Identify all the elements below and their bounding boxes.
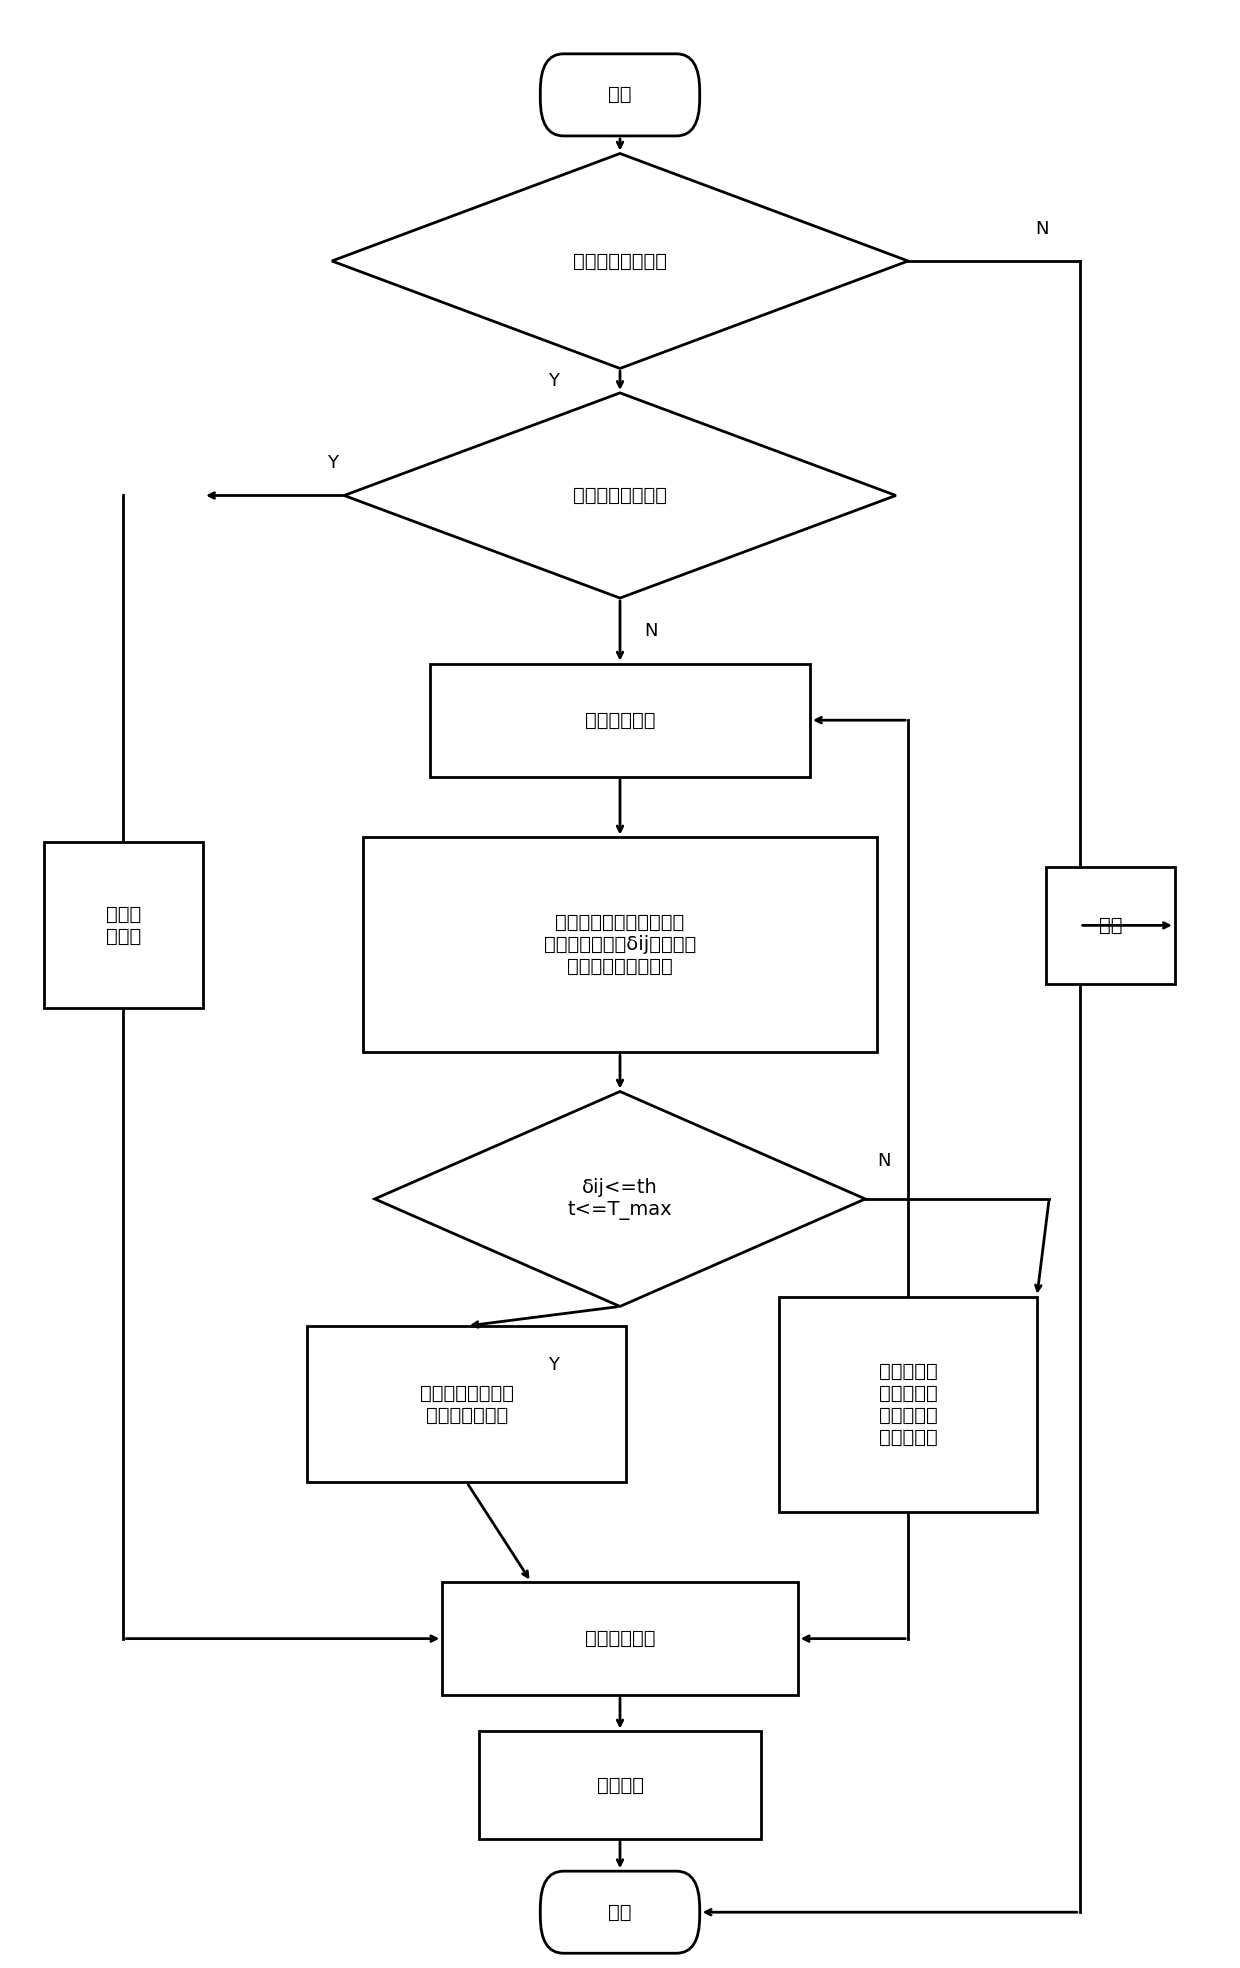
Text: 传感器是否有能量: 传感器是否有能量	[573, 252, 667, 270]
Text: N: N	[1035, 220, 1049, 238]
Text: 标记为冒余数据，
存入临时数据集: 标记为冒余数据， 存入临时数据集	[419, 1384, 513, 1425]
Text: 标记为非冒余: 标记为非冒余	[585, 1630, 655, 1647]
Text: 死亡: 死亡	[1099, 915, 1122, 935]
FancyBboxPatch shape	[541, 53, 699, 136]
Text: Y: Y	[548, 372, 559, 390]
FancyBboxPatch shape	[780, 1297, 1037, 1511]
FancyBboxPatch shape	[430, 663, 810, 777]
Polygon shape	[332, 154, 908, 368]
FancyBboxPatch shape	[443, 1582, 797, 1694]
FancyBboxPatch shape	[479, 1732, 761, 1838]
FancyBboxPatch shape	[43, 842, 203, 1008]
FancyBboxPatch shape	[362, 838, 878, 1053]
FancyBboxPatch shape	[308, 1326, 626, 1482]
Text: 进行发送: 进行发送	[596, 1775, 644, 1795]
Text: 是否首次感知数据: 是否首次感知数据	[573, 486, 667, 506]
Text: 首次感
知数据: 首次感 知数据	[105, 905, 141, 947]
Text: δij<=th
t<=T_max: δij<=th t<=T_max	[568, 1179, 672, 1220]
Text: 计算该数据与临时数据集
中数据相似距离δij，加入动
态步长控制比较数量: 计算该数据与临时数据集 中数据相似距离δij，加入动 态步长控制比较数量	[544, 913, 696, 976]
FancyBboxPatch shape	[1047, 866, 1174, 984]
Polygon shape	[345, 394, 895, 598]
Text: Y: Y	[327, 455, 339, 472]
Text: 继续感知数据: 继续感知数据	[585, 710, 655, 730]
Text: 结束: 结束	[609, 1903, 631, 1921]
Text: 开始: 开始	[609, 85, 631, 104]
FancyBboxPatch shape	[541, 1872, 699, 1952]
Text: Y: Y	[548, 1356, 559, 1374]
Text: N: N	[645, 622, 658, 640]
Polygon shape	[374, 1092, 866, 1307]
Text: 将前一段临
时数据集清
空，将非冒
余数据传输: 将前一段临 时数据集清 空，将非冒 余数据传输	[879, 1362, 937, 1446]
Text: N: N	[878, 1151, 892, 1169]
